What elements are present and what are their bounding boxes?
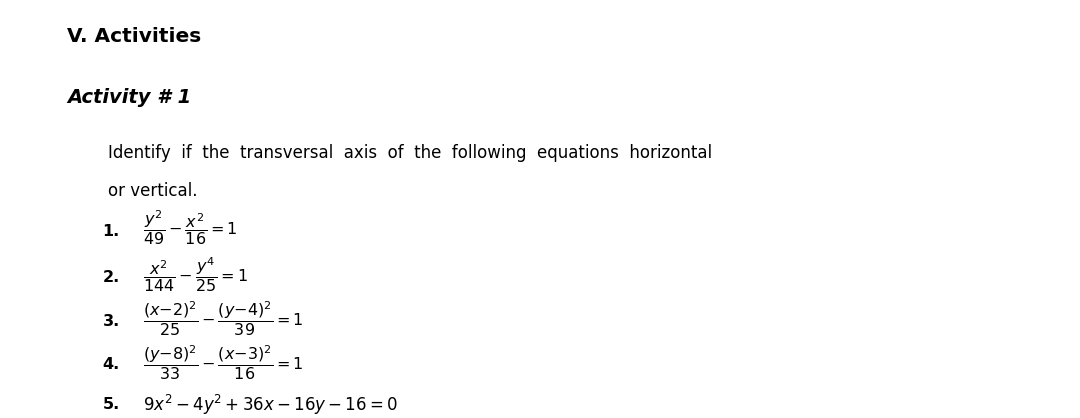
Text: $\dfrac{x^2}{144} - \dfrac{y^4}{25} = 1$: $\dfrac{x^2}{144} - \dfrac{y^4}{25} = 1$ xyxy=(143,256,247,294)
Text: 2.: 2. xyxy=(103,270,120,285)
Text: $\dfrac{(y{-}8)^2}{33} - \dfrac{(x{-}3)^2}{16} = 1$: $\dfrac{(y{-}8)^2}{33} - \dfrac{(x{-}3)^… xyxy=(143,343,303,382)
Text: $9x^2 - 4y^2 + 36x - 16y - 16 = 0$: $9x^2 - 4y^2 + 36x - 16y - 16 = 0$ xyxy=(143,393,397,417)
Text: V. Activities: V. Activities xyxy=(67,27,201,46)
Text: $\dfrac{(x{-}2)^2}{25} - \dfrac{(y{-}4)^2}{39} = 1$: $\dfrac{(x{-}2)^2}{25} - \dfrac{(y{-}4)^… xyxy=(143,300,303,338)
Text: 5.: 5. xyxy=(103,397,120,412)
Text: 4.: 4. xyxy=(103,357,120,372)
Text: or vertical.: or vertical. xyxy=(108,182,198,200)
Text: Activity # 1: Activity # 1 xyxy=(67,88,191,107)
Text: 1.: 1. xyxy=(103,224,120,240)
Text: $\dfrac{y^2}{49} - \dfrac{x^2}{16} = 1$: $\dfrac{y^2}{49} - \dfrac{x^2}{16} = 1$ xyxy=(143,209,238,247)
Text: 3.: 3. xyxy=(103,314,120,329)
Text: Identify  if  the  transversal  axis  of  the  following  equations  horizontal: Identify if the transversal axis of the … xyxy=(108,144,712,162)
